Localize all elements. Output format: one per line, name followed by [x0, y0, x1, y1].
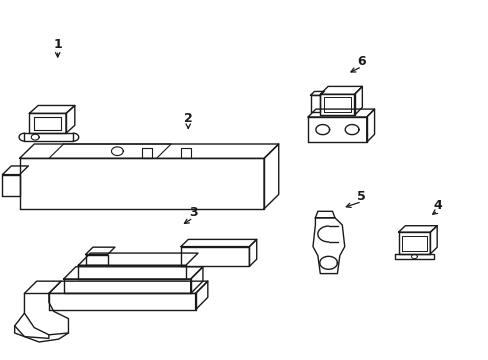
- Text: 6: 6: [357, 55, 366, 68]
- Text: 4: 4: [432, 199, 441, 212]
- Text: 3: 3: [188, 206, 197, 219]
- Text: 2: 2: [183, 112, 192, 125]
- Text: 1: 1: [53, 39, 62, 51]
- Text: 5: 5: [357, 190, 366, 203]
